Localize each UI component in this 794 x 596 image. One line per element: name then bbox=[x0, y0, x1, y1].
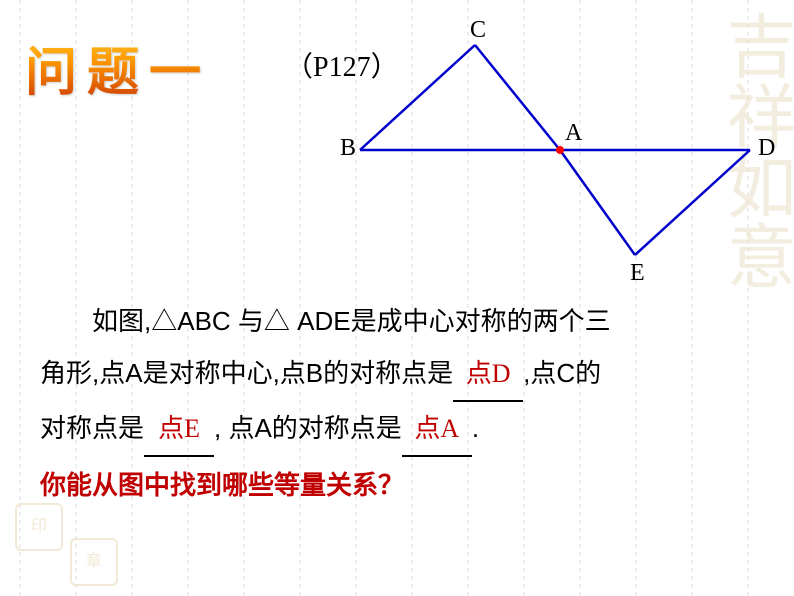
body-text: 如图,△ABC 与△ ADE是成中心对称的两个三 角形,点A是对称中心,点B的对… bbox=[40, 295, 760, 457]
svg-text:A: A bbox=[565, 120, 583, 146]
body-line2a: 角形,点A是对称中心,点B的对称点是 bbox=[40, 358, 453, 388]
svg-text:C: C bbox=[470, 20, 486, 43]
page-title: 问题一 bbox=[25, 30, 211, 105]
decor-stamp-1: 印 bbox=[15, 503, 63, 551]
body-line2b: ,点C的 bbox=[523, 358, 601, 388]
triangle-diagram: A B C D E bbox=[330, 20, 780, 280]
blank-1: 点D bbox=[453, 348, 523, 402]
svg-text:D: D bbox=[758, 135, 775, 161]
body-line3b: , 点A的对称点是 bbox=[214, 413, 402, 443]
body-line3a: 对称点是 bbox=[40, 413, 144, 443]
question-text: 你能从图中找到哪些等量关系？ bbox=[40, 465, 404, 502]
body-line3c: . bbox=[472, 413, 479, 443]
body-line1: 如图,△ABC 与△ ADE是成中心对称的两个三 bbox=[92, 306, 611, 336]
decor-stamp-2: 章 bbox=[70, 538, 118, 586]
blank-2: 点E bbox=[144, 403, 214, 457]
svg-text:E: E bbox=[630, 260, 645, 280]
svg-text:B: B bbox=[340, 135, 356, 161]
blank-3: 点A bbox=[402, 403, 472, 457]
